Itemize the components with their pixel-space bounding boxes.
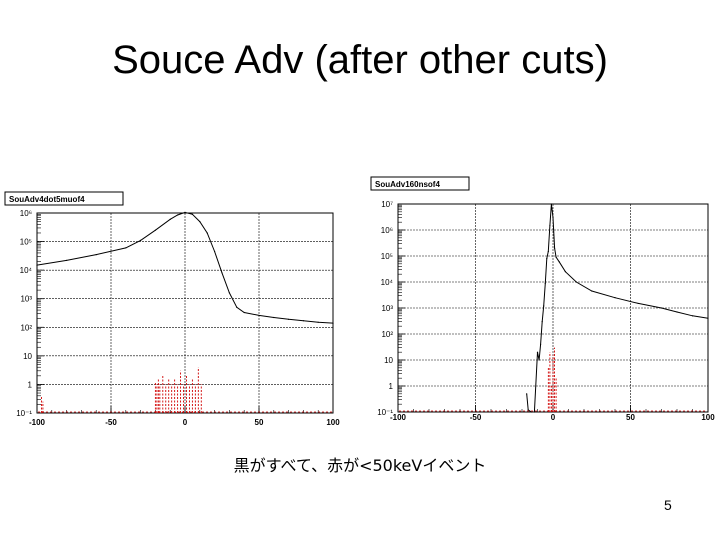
x-tick-label: 100 [701,413,715,422]
data-point-all [526,393,528,395]
data-point-all [236,306,238,308]
data-point-all [553,247,556,249]
plot-left-svg: SouAdv4dot5muof4 10⁻¹ 1 10 10² 10³ 10⁴ 10⁵ 10⁶ -1… [4,191,340,427]
data-point-all [550,203,553,205]
x-tick-label: 100 [326,418,340,427]
plot-left: SouAdv4dot5muof4 10⁻¹ 1 10 10² 10³ 10⁴ 10⁵ 10⁶ -1… [0,183,350,443]
y-tick-label: 10⁶ [20,209,32,218]
x-tick-label: 0 [183,418,188,427]
data-point-all [540,343,542,345]
data-point-all [591,290,593,292]
data-point-all [243,311,245,314]
x-tick-label: -100 [390,413,407,422]
y-tick-label: 10 [23,352,32,361]
data-point-all [533,411,535,413]
y-tick-label: 10⁵ [20,238,32,247]
y-tick-label: 10⁶ [381,226,393,235]
y-tick-label: 10 [384,356,393,365]
y-tick-label: 10⁴ [20,266,33,275]
data-point-all [575,281,577,283]
data-point-all [332,322,334,324]
y-tick-label: 10⁴ [381,278,394,287]
data-point-all [543,305,545,307]
data-point-all [538,359,540,361]
data-point-all [66,259,68,261]
plot-right-svg: SouAdv160nsof4 10⁻¹ 1 10 10² 10³ 10⁴ 10⁵ 10⁶ 10⁷ -… [370,176,715,422]
caption: 黒がすべて、赤が<50keVイベント [233,456,487,475]
data-point-all [95,253,97,256]
chart-title-box [370,176,470,191]
data-point-all [552,216,554,219]
x-tick-label: 50 [626,413,635,422]
data-point-all [544,282,546,284]
data-point-all [547,250,549,253]
data-point-all [536,351,539,353]
data-point-all [177,214,179,216]
data-point-all [140,239,142,241]
data-point-all [691,315,694,317]
data-point-all [530,411,532,413]
y-tick-label: 10³ [20,295,32,304]
y-tick-label: 10⁻¹ [377,408,393,417]
x-tick-label: 50 [255,418,264,427]
data-point-all [214,250,216,253]
chart-title-box [4,191,124,206]
y-tick-label: 1 [28,380,33,389]
y-tick-label: 10⁷ [381,200,393,209]
data-point-all [228,292,230,294]
data-point-all [317,321,319,323]
data-point-all [199,221,201,223]
data-point-all [206,232,208,234]
data-point-all [273,316,275,319]
data-point-all [527,409,529,411]
y-tick-label: 10³ [381,304,393,313]
x-tick-label: -50 [470,413,482,422]
data-point-all [549,224,551,227]
data-point-all [660,307,663,309]
x-tick-label: -50 [105,418,117,427]
data-point-all [221,272,223,274]
y-tick-label: 10² [20,323,32,332]
data-point-all [154,229,156,231]
page-number: 5 [664,497,672,513]
data-point-all [36,264,38,266]
y-tick-label: 1 [389,382,394,391]
data-point-all [184,211,186,213]
data-point-all [546,257,548,260]
data-point-all [169,218,171,220]
plot-right: SouAdv160nsof4 10⁻¹ 1 10 10² 10³ 10⁴ 10⁵ 10⁶ 10⁷ -… [358,170,720,440]
data-point-all [555,256,557,258]
data-point-all [564,271,566,273]
chart-title: SouAdv4dot5muof4 [9,195,85,204]
x-tick-label: 0 [551,413,556,422]
data-point-all [302,320,304,322]
data-point-all [288,318,290,320]
chart-title: SouAdv160nsof4 [375,180,440,189]
data-point-all [707,317,709,319]
data-point-all [191,213,193,215]
y-tick-label: 10⁵ [381,252,393,261]
y-tick-label: 10⁻¹ [16,409,32,418]
x-tick-label: -100 [29,418,46,427]
data-point-all [676,311,678,313]
y-tick-label: 10² [381,330,393,339]
data-point-all [125,247,127,249]
data-point-all [614,297,616,299]
data-point-all [558,261,560,263]
data-point-all [637,302,639,305]
data-point-all [258,314,260,317]
slide-title: Souce Adv (after other cuts) [112,38,608,82]
data-point-all [541,320,543,323]
